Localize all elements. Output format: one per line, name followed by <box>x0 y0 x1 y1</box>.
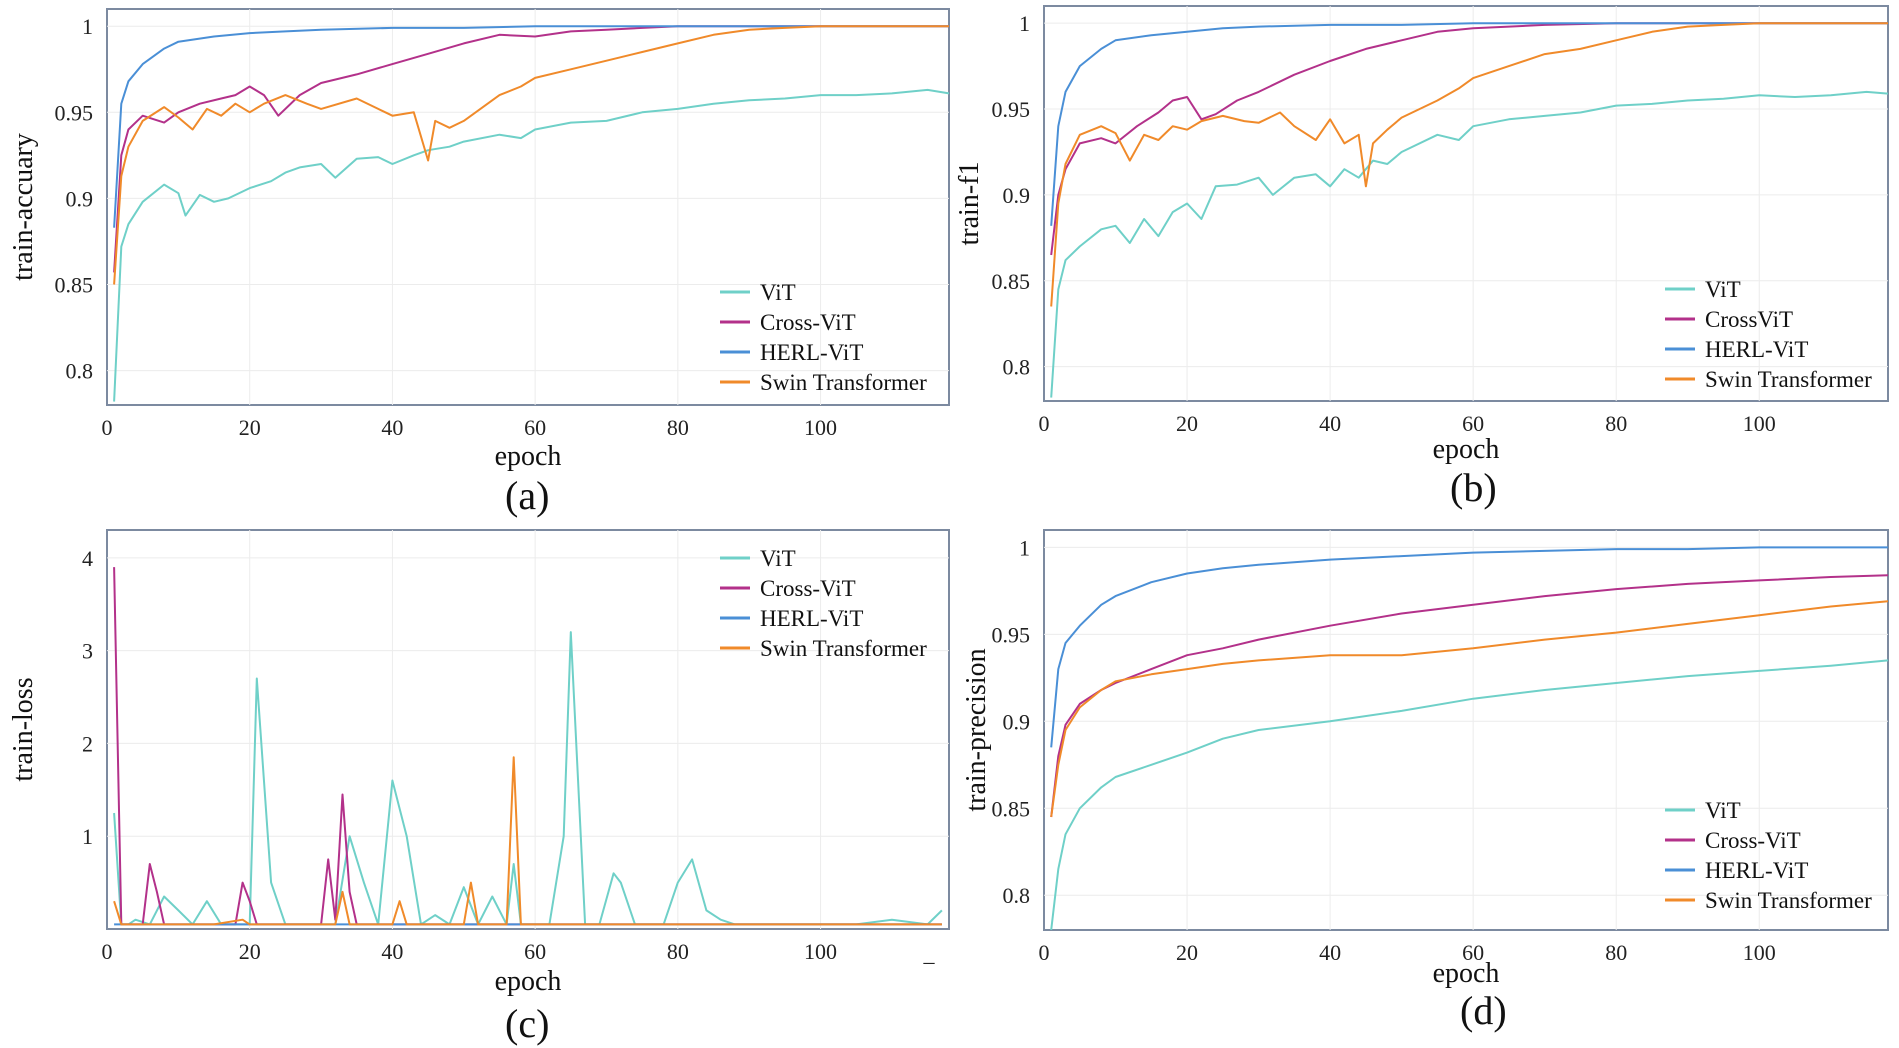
x-axis-label: epoch <box>1433 434 1500 465</box>
series-line-4 <box>113 25 949 285</box>
y-tick-label: 0.8 <box>1003 355 1031 380</box>
y-tick-label: 0.8 <box>1003 883 1031 908</box>
x-tick-label: 60 <box>524 939 546 964</box>
x-tick-label: 20 <box>239 415 261 440</box>
x-tick-label: 0 <box>102 939 113 964</box>
x-axis-label: epoch <box>495 441 562 472</box>
x-tick-label: 100 <box>804 939 837 964</box>
legend-entry: ViT <box>1705 798 1741 823</box>
y-tick-label: 0.8 <box>66 359 94 384</box>
legend-entry: HERL-ViT <box>760 340 863 365</box>
x-tick-label: 80 <box>1605 411 1627 436</box>
y-tick-label: 0.95 <box>992 622 1031 647</box>
y-tick-label: 3 <box>82 639 93 664</box>
panel-label-a: (a) <box>505 473 550 518</box>
x-axis-label: epoch <box>495 966 562 997</box>
x-tick-label: 20 <box>1176 940 1198 965</box>
x-tick-label: 100 <box>1743 411 1776 436</box>
x-tick-label: 80 <box>1605 940 1627 965</box>
legend-entry: Swin Transformer <box>760 636 927 661</box>
x-tick-label: 60 <box>524 415 546 440</box>
series-line-1 <box>113 88 950 402</box>
y-tick-label: 0.95 <box>992 97 1031 122</box>
y-axis-label: train-precision <box>961 648 992 811</box>
series-line-4 <box>1050 600 1889 818</box>
x-tick-label: 40 <box>1319 411 1341 436</box>
plot-area <box>1043 5 1889 402</box>
x-tick-label: 80 <box>667 415 689 440</box>
legend-entry: CrossViT <box>1705 307 1793 332</box>
legend-entry: Swin Transformer <box>1705 888 1872 913</box>
y-tick-label: 0.9 <box>66 186 94 211</box>
panel-label-d: (d) <box>1460 988 1507 1033</box>
series-line-2 <box>113 25 949 273</box>
y-tick-label: 0.9 <box>1003 183 1031 208</box>
y-tick-label: 0.85 <box>992 796 1031 821</box>
plot-area <box>1043 529 1889 931</box>
x-tick-label: 80 <box>667 939 689 964</box>
x-tick-label: 20 <box>1176 411 1198 436</box>
series-line-3 <box>113 25 949 228</box>
panel-label-b: (b) <box>1450 465 1497 510</box>
series-line-3 <box>1050 22 1888 226</box>
legend-entry: Cross-ViT <box>760 310 856 335</box>
y-tick-label: 0.85 <box>992 269 1031 294</box>
y-axis-label: train-accuary <box>8 133 39 281</box>
chart-panel-1: 0 20 40 60 80 100 0.8 0.85 0.9 0.95 1 epoch train-ac… <box>8 8 950 472</box>
legend-entry: Swin Transformer <box>1705 367 1872 392</box>
legend-entry: ViT <box>760 280 796 305</box>
y-axis-label: train-f1 <box>954 162 985 246</box>
x-axis-label: epoch <box>1433 958 1500 989</box>
legend-entry: ViT <box>760 546 796 571</box>
chart-panel-4: 0 20 40 60 80 100 0.8 0.85 0.9 0.95 1 epoch train-pr… <box>961 529 1889 989</box>
chart-panel-2: 0 20 40 60 80 100 0.8 0.85 0.9 0.95 1 epoch train-f1… <box>954 5 1889 465</box>
x-tick-label: 100 <box>1743 940 1776 965</box>
x-extra-tick-label: _ <box>923 941 936 966</box>
series-line-4 <box>113 756 942 926</box>
y-tick-label: 1 <box>1019 11 1030 36</box>
x-tick-label: 20 <box>239 939 261 964</box>
y-tick-label: 0.95 <box>55 100 94 125</box>
legend-entry: HERL-ViT <box>1705 337 1808 362</box>
y-tick-label: 1 <box>82 824 93 849</box>
panel-label-c: (c) <box>505 1001 550 1046</box>
legend-entry: Swin Transformer <box>760 370 927 395</box>
legend-entry: HERL-ViT <box>760 606 863 631</box>
y-tick-label: 0.9 <box>1003 709 1031 734</box>
series-line-3 <box>1050 546 1888 748</box>
legend-entry: Cross-ViT <box>760 576 856 601</box>
y-tick-label: 2 <box>82 731 93 756</box>
y-tick-label: 1 <box>82 14 93 39</box>
legend-entry: Cross-ViT <box>1705 828 1801 853</box>
series-line-1 <box>1050 659 1889 931</box>
series-line-2 <box>1050 574 1889 818</box>
legend-entry: HERL-ViT <box>1705 858 1808 883</box>
x-tick-label: 100 <box>804 415 837 440</box>
y-tick-label: 4 <box>82 546 93 571</box>
x-tick-label: 60 <box>1462 411 1484 436</box>
x-tick-label: 0 <box>102 415 113 440</box>
x-tick-label: 40 <box>381 415 403 440</box>
plot-area <box>106 529 950 930</box>
x-tick-label: 40 <box>381 939 403 964</box>
plot-area <box>106 8 950 406</box>
legend-entry: ViT <box>1705 277 1741 302</box>
x-tick-label: 0 <box>1039 411 1050 436</box>
y-axis-label: train-loss <box>8 677 39 781</box>
chart-panel-3: 0 20 40 60 80 100 _ 1 2 3 4 epoch train-loss ViT Cross… <box>8 529 950 997</box>
y-tick-label: 1 <box>1019 535 1030 560</box>
series-line-4 <box>1050 22 1888 307</box>
y-tick-label: 0.85 <box>55 272 94 297</box>
x-tick-label: 60 <box>1462 940 1484 965</box>
x-tick-label: 40 <box>1319 940 1341 965</box>
series-line-2 <box>1050 22 1888 256</box>
x-tick-label: 0 <box>1039 940 1050 965</box>
series-line-1 <box>1050 90 1889 398</box>
